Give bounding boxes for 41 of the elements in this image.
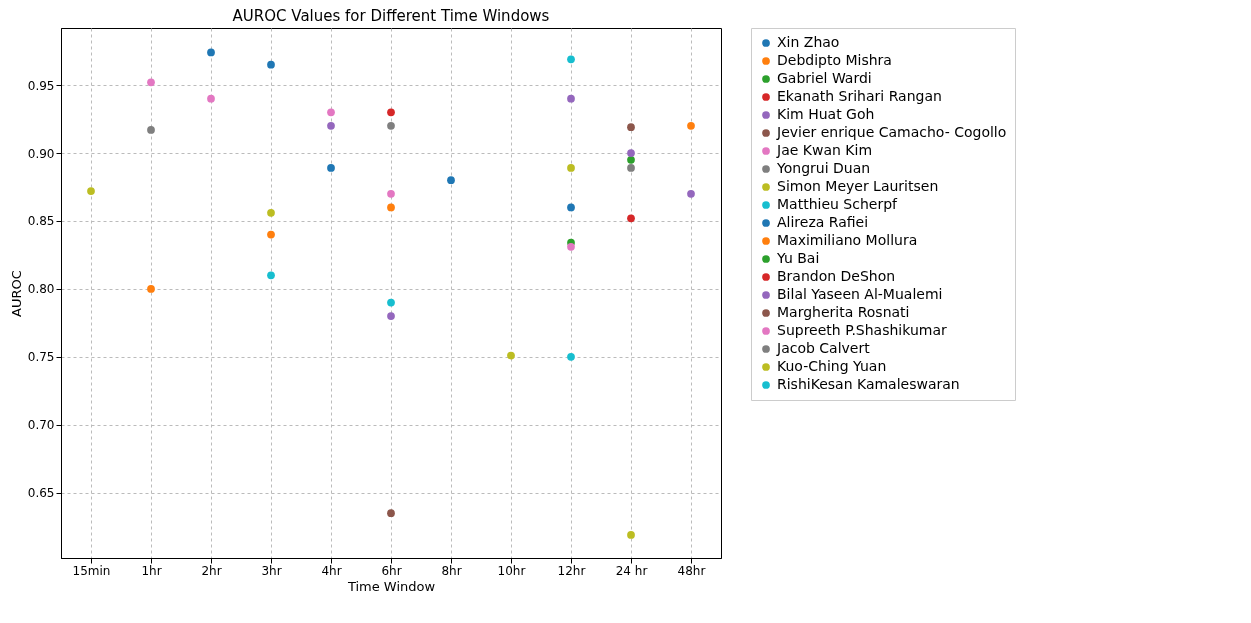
legend-label: Supreeth P.Shashikumar [777, 322, 948, 338]
legend-label: Kim Huat Goh [777, 106, 875, 122]
legend-label: Yu Bai [776, 250, 820, 266]
legend-label: RishiKesan Kamaleswaran [777, 376, 960, 392]
y-tick-label: 0.85 [27, 214, 55, 229]
x-tick-label: 4hr [321, 563, 342, 578]
x-tick-label: 6hr [381, 563, 402, 578]
legend-label: Simon Meyer Lauritsen [777, 178, 939, 194]
legend-label: Gabriel Wardi [777, 70, 872, 86]
legend-label: Xin Zhao [777, 34, 840, 50]
x-tick-label: 8hr [441, 563, 462, 578]
x-tick-label: 15min [72, 563, 111, 578]
y-tick-label: 0.90 [27, 146, 55, 161]
legend-label: Alireza Rafiei [777, 214, 869, 230]
legend-label: Kuo-Ching Yuan [777, 358, 887, 374]
legend-label: Jae Kwan Kim [776, 142, 873, 158]
chart-title: AUROC Values for Different Time Windows [232, 6, 550, 25]
x-tick-label: 48hr [677, 563, 706, 578]
y-tick-label: 0.65 [27, 486, 55, 501]
y-tick-label: 0.75 [27, 350, 55, 365]
y-tick-label: 0.80 [27, 282, 55, 297]
y-axis-title: AUROC [8, 270, 24, 317]
x-tick-label: 24 hr [615, 563, 648, 578]
x-axis-title: Time Window [346, 578, 436, 594]
legend-label: Ekanath Srihari Rangan [777, 88, 942, 104]
legend-label: Debdipto Mishra [777, 52, 892, 68]
x-tick-label: 10hr [497, 563, 526, 578]
y-tick-label: 0.70 [27, 418, 55, 433]
x-tick-label: 12hr [557, 563, 586, 578]
x-tick-label: 1hr [141, 563, 162, 578]
y-tick-label: 0.95 [27, 78, 55, 93]
x-tick-label: 3hr [261, 563, 282, 578]
legend-label: Margherita Rosnati [777, 304, 910, 320]
legend-label: Brandon DeShon [777, 268, 896, 284]
legend-label: Matthieu Scherpf [777, 196, 899, 212]
legend-label: Maximiliano Mollura [777, 232, 918, 248]
legend-label: Jevier enrique Camacho- Cogollo [776, 124, 1007, 140]
legend-label: Bilal Yaseen Al-Mualemi [777, 286, 943, 302]
legend-label: Jacob Calvert [776, 340, 871, 356]
legend-label: Yongrui Duan [776, 160, 871, 176]
x-tick-label: 2hr [201, 563, 222, 578]
